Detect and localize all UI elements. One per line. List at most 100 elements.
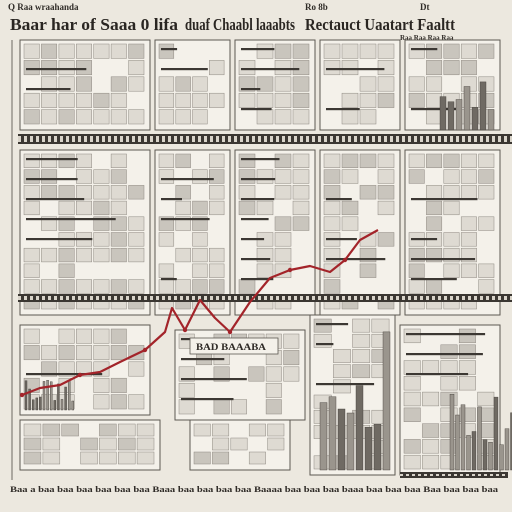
strip-tick <box>186 136 189 142</box>
grid-cell <box>192 200 208 216</box>
grid-cell <box>192 169 208 184</box>
grid-cell <box>41 169 58 184</box>
strip-tick <box>222 296 225 300</box>
strip-tick <box>414 136 417 142</box>
text-line <box>406 333 486 336</box>
strip-tick <box>306 296 309 300</box>
grid-cell <box>292 153 310 168</box>
trend-point <box>19 392 25 398</box>
text-line <box>316 383 375 386</box>
text-line <box>241 238 265 241</box>
grid-cell <box>443 60 460 76</box>
grid-cell <box>93 200 110 216</box>
strip-tick <box>360 296 363 300</box>
grid-cell <box>93 377 110 393</box>
text-line <box>241 158 280 161</box>
grid-cell <box>341 200 359 216</box>
grid-cell <box>323 279 341 294</box>
bar-mid-cluster <box>328 396 337 471</box>
text-line <box>161 48 178 51</box>
strip-tick <box>288 296 291 300</box>
grid-cell <box>460 169 477 184</box>
grid-cell <box>128 109 145 125</box>
grid-cell <box>341 92 359 108</box>
grid-cell <box>175 216 191 231</box>
grid-cell <box>128 216 145 231</box>
grid-cell <box>478 279 495 294</box>
grid-cell <box>274 43 292 59</box>
grid-cell <box>422 454 440 470</box>
strip-tick <box>30 296 33 300</box>
strip-tick <box>474 296 477 300</box>
grid-cell <box>408 169 425 184</box>
strip-tick <box>18 296 21 300</box>
text-line <box>326 68 385 71</box>
grid-cell <box>23 169 40 184</box>
strip-tick <box>408 136 411 142</box>
grid-cell <box>238 200 256 216</box>
top-left-text: Q Raa wraahanda <box>8 2 79 12</box>
grid-cell <box>274 76 292 92</box>
text-line <box>26 198 85 201</box>
grid-cell <box>110 377 127 393</box>
bar-top-cluster <box>463 86 471 131</box>
grid-cell <box>110 76 127 92</box>
grid-cell <box>178 366 195 382</box>
grid-cell <box>192 279 208 294</box>
grid-cell <box>42 437 61 451</box>
text-line <box>411 278 457 281</box>
strip-tick <box>402 136 405 142</box>
text-line <box>241 88 261 91</box>
strip-tick <box>426 296 429 300</box>
grid-cell <box>158 92 175 108</box>
strip-tick <box>354 136 357 142</box>
grid-cell <box>426 200 443 216</box>
grid-cell <box>460 216 477 231</box>
grid-cell <box>292 60 310 76</box>
grid-cell <box>23 92 40 108</box>
bar-mid-cluster <box>364 427 373 471</box>
grid-cell <box>76 328 92 344</box>
strip-tick <box>168 296 171 300</box>
grid-cell <box>292 216 310 231</box>
text-line <box>316 323 349 326</box>
strip-tick <box>454 474 457 476</box>
strip-tick <box>144 136 147 142</box>
strip-tick <box>186 296 189 300</box>
strip-tick <box>222 136 225 142</box>
grid-cell <box>403 407 421 422</box>
bar-left-cluster <box>64 386 67 411</box>
grid-cell <box>477 391 495 407</box>
grid-cell <box>426 109 443 125</box>
grid-cell <box>118 423 136 437</box>
strip-tick <box>228 296 231 300</box>
text-line <box>26 68 87 71</box>
grid-cell <box>403 391 421 407</box>
bar-left-cluster <box>50 381 53 411</box>
strip-tick <box>114 136 117 142</box>
text-line <box>411 48 438 51</box>
bar-right-cluster <box>466 435 471 471</box>
grid-cell <box>58 185 75 200</box>
grid-cell <box>175 185 191 200</box>
grid-cell <box>41 153 58 168</box>
grid-cell <box>93 345 110 361</box>
text-line <box>26 158 78 161</box>
strip-tick <box>234 296 237 300</box>
grid-cell <box>274 92 292 108</box>
grid-cell <box>93 92 110 108</box>
strip-tick <box>444 296 447 300</box>
strip-tick <box>42 136 45 142</box>
strip-tick <box>192 136 195 142</box>
grid-cell <box>377 232 395 247</box>
grid-cell <box>323 200 341 216</box>
grid-cell <box>352 364 371 379</box>
grid-cell <box>128 43 145 59</box>
grid-cell <box>248 366 265 382</box>
grid-cell <box>283 366 300 382</box>
grid-cell <box>440 454 458 470</box>
strip-tick <box>180 296 183 300</box>
grid-cell <box>292 169 310 184</box>
grid-cell <box>58 43 75 59</box>
grid-cell <box>341 60 359 76</box>
